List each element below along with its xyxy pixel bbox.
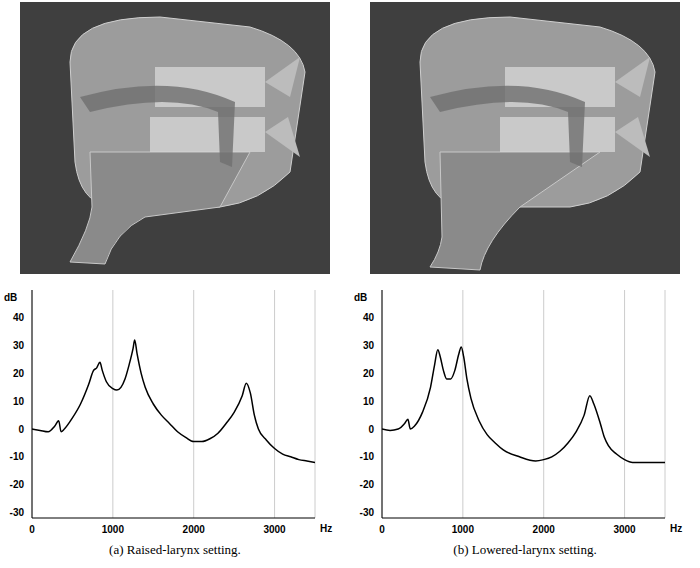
svg-text:1000: 1000 [102,524,125,535]
svg-text:-30: -30 [360,507,375,518]
svg-text:-10: -10 [10,451,25,462]
svg-text:3000: 3000 [263,524,286,535]
html-text:(b) Lowered-larynx setting.: (b) Lowered-larynx setting. [453,542,597,557]
svg-text:2000: 2000 [183,524,206,535]
svg-text:0: 0 [18,424,24,435]
svg-text:3000: 3000 [613,524,636,535]
svg-text:Hz: Hz [320,523,332,534]
svg-text:0: 0 [29,524,35,535]
svg-text:-30: -30 [10,507,25,518]
html-text:(a) Raised-larynx setting.: (a) Raised-larynx setting. [109,542,241,557]
svg-text:40: 40 [363,312,375,323]
html-text:dB: dB [4,292,18,303]
svg-text:Hz: Hz [670,523,682,534]
svg-text:10: 10 [13,396,25,407]
svg-text:0: 0 [379,524,385,535]
svg-text:-20: -20 [360,479,375,490]
svg-text:2000: 2000 [533,524,556,535]
svg-text:30: 30 [363,340,375,351]
svg-text:40: 40 [13,312,25,323]
svg-text:1000: 1000 [452,524,475,535]
svg-text:0: 0 [368,424,374,435]
svg-text:20: 20 [13,368,25,379]
svg-text:-20: -20 [10,479,25,490]
html-text:dB: dB [354,292,368,303]
svg-text:-10: -10 [360,451,375,462]
svg-text:20: 20 [363,368,375,379]
svg-text:10: 10 [363,396,375,407]
svg-text:30: 30 [13,340,25,351]
